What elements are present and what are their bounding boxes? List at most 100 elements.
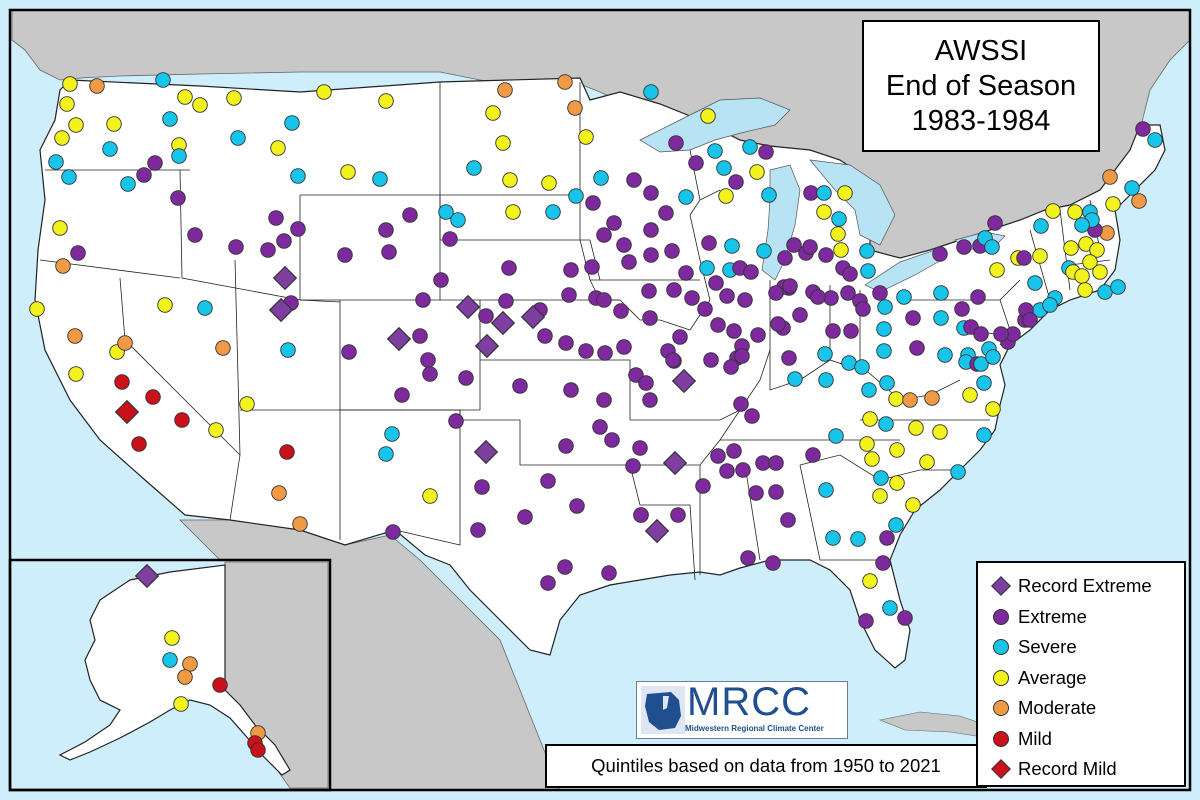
station-moderate-marker (55, 258, 71, 274)
station-severe-marker (756, 243, 772, 259)
footnote-box: Quintiles based on data from 1950 to 202… (545, 744, 987, 788)
station-average-marker (985, 401, 1001, 417)
legend: Record Extreme Extreme Severe Average Mo… (976, 561, 1186, 787)
station-severe-marker (818, 372, 834, 388)
station-extreme-marker (879, 530, 895, 546)
station-record-extreme-marker (490, 310, 516, 336)
station-extreme-marker (710, 448, 726, 464)
station-severe-marker (61, 169, 77, 185)
station-severe-marker (876, 343, 892, 359)
station-average-marker (1105, 196, 1121, 212)
station-moderate-marker (89, 78, 105, 94)
station-extreme-marker (875, 555, 891, 571)
station-extreme-marker (805, 447, 821, 463)
station-extreme-marker (585, 195, 601, 211)
station-average-marker (837, 185, 853, 201)
station-severe-marker (976, 375, 992, 391)
station-severe-marker (384, 426, 400, 442)
station-extreme-marker (394, 387, 410, 403)
station-extreme-marker (626, 172, 642, 188)
station-extreme-marker (993, 326, 1009, 342)
logo-subtitle: Midwestern Regional Climate Center (685, 724, 824, 733)
station-extreme-marker (557, 559, 573, 575)
station-extreme-marker (740, 550, 756, 566)
station-extreme-marker (1022, 312, 1038, 328)
circle-icon (993, 700, 1009, 717)
title-line-3: 1983-1984 (911, 105, 1051, 137)
station-severe-marker (724, 238, 740, 254)
station-severe-marker (984, 239, 1000, 255)
station-severe-marker (876, 321, 892, 337)
station-mild-marker (250, 742, 266, 758)
station-moderate-marker (292, 516, 308, 532)
title-line-2: End of Season (885, 70, 1077, 102)
station-extreme-marker (688, 155, 704, 171)
station-severe-marker (707, 143, 723, 159)
station-severe-marker (854, 359, 870, 375)
station-extreme-marker (458, 370, 474, 386)
station-severe-marker (985, 349, 1001, 365)
station-average-marker (106, 116, 122, 132)
station-extreme-marker (606, 215, 622, 231)
station-average-marker (749, 164, 765, 180)
station-extreme-marker (973, 326, 989, 342)
station-moderate-marker (567, 100, 583, 116)
station-severe-marker (841, 355, 857, 371)
station-average-marker (833, 242, 849, 258)
station-mild-marker (174, 412, 190, 428)
station-severe-marker (877, 299, 893, 315)
station-severe-marker (171, 148, 187, 164)
station-average-marker (962, 387, 978, 403)
legend-item-extreme: Extreme (984, 602, 1184, 633)
station-average-marker (862, 573, 878, 589)
station-moderate-marker (182, 656, 198, 672)
station-extreme-marker (596, 292, 612, 308)
conus-landmass (34, 77, 1166, 669)
station-extreme-marker (744, 408, 760, 424)
station-severe-marker (817, 346, 833, 362)
station-severe-marker (861, 382, 877, 398)
station-average-marker (919, 454, 935, 470)
station-extreme-marker (561, 287, 577, 303)
legend-label: Moderate (1018, 697, 1097, 719)
station-severe-marker (825, 530, 841, 546)
state-boundaries (39, 82, 1111, 581)
station-average-marker (1089, 242, 1105, 258)
station-average-marker (54, 130, 70, 146)
station-extreme-marker (678, 265, 694, 281)
station-average-marker (505, 204, 521, 220)
station-extreme-marker (858, 613, 874, 629)
station-extreme-marker (758, 144, 774, 160)
station-average-marker (192, 97, 208, 113)
station-moderate-marker (271, 485, 287, 501)
station-extreme-marker (470, 522, 486, 538)
station-extreme-marker (781, 350, 797, 366)
station-extreme-marker (402, 207, 418, 223)
station-severe-marker (828, 428, 844, 444)
station-severe-marker (450, 212, 466, 228)
station-extreme-marker (748, 485, 764, 501)
legend-item-average: Average (984, 663, 1184, 694)
station-severe-marker (859, 243, 875, 259)
station-average-marker (830, 226, 846, 242)
station-extreme-marker (569, 498, 585, 514)
station-extreme-marker (777, 250, 793, 266)
station-extreme-marker (601, 565, 617, 581)
station-extreme-marker (621, 254, 637, 270)
station-extreme-marker (719, 288, 735, 304)
station-extreme-marker (415, 292, 431, 308)
station-severe-marker (545, 204, 561, 220)
station-average-marker (157, 297, 173, 313)
station-mild-marker (279, 444, 295, 460)
station-extreme-marker (668, 135, 684, 151)
station-extreme-marker (734, 348, 750, 364)
station-average-marker (164, 630, 180, 646)
station-extreme-marker (613, 303, 629, 319)
station-extreme-marker (792, 307, 808, 323)
station-extreme-marker (643, 247, 659, 263)
station-average-marker (932, 424, 948, 440)
station-record-extreme-marker (474, 333, 500, 359)
station-average-marker (485, 105, 501, 121)
station-extreme-marker (558, 335, 574, 351)
station-severe-marker (873, 470, 889, 486)
